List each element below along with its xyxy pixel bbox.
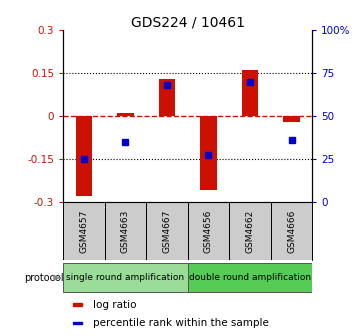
Bar bbox=[117, 113, 134, 116]
Bar bbox=[188, 202, 229, 260]
Bar bbox=[242, 70, 258, 116]
Bar bbox=[158, 79, 175, 116]
Text: protocol: protocol bbox=[25, 273, 64, 283]
Text: GSM4663: GSM4663 bbox=[121, 209, 130, 253]
Bar bbox=[200, 116, 217, 190]
Text: single round amplification: single round amplification bbox=[66, 273, 184, 282]
Bar bbox=[105, 202, 146, 260]
Text: GSM4662: GSM4662 bbox=[245, 209, 255, 253]
Text: GSM4657: GSM4657 bbox=[79, 209, 88, 253]
Bar bbox=[63, 263, 188, 292]
Text: log ratio: log ratio bbox=[93, 299, 136, 309]
Title: GDS224 / 10461: GDS224 / 10461 bbox=[131, 15, 245, 29]
Bar bbox=[283, 116, 300, 122]
Bar bbox=[188, 263, 312, 292]
Text: GSM4666: GSM4666 bbox=[287, 209, 296, 253]
Text: double round amplification: double round amplification bbox=[189, 273, 311, 282]
Bar bbox=[229, 202, 271, 260]
Bar bbox=[73, 322, 82, 324]
Bar bbox=[63, 202, 105, 260]
Text: percentile rank within the sample: percentile rank within the sample bbox=[93, 318, 269, 328]
Text: GSM4656: GSM4656 bbox=[204, 209, 213, 253]
Bar bbox=[73, 303, 82, 306]
Bar bbox=[146, 202, 188, 260]
Bar bbox=[76, 116, 92, 196]
Text: GSM4667: GSM4667 bbox=[162, 209, 171, 253]
Bar bbox=[271, 202, 312, 260]
